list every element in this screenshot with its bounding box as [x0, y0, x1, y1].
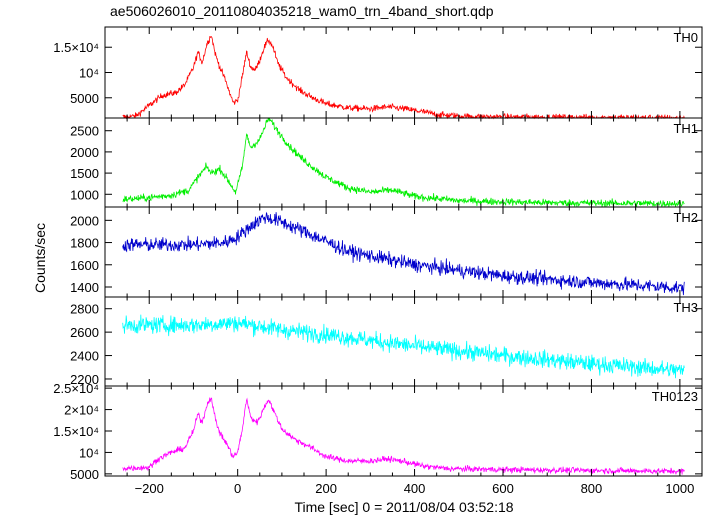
- series-line-th2: [122, 211, 685, 296]
- y-tick-label: 5000: [70, 91, 99, 106]
- x-tick-label: 200: [315, 481, 337, 496]
- series-line-th0: [122, 35, 685, 120]
- panel-th2: 1400 1600 1800 2000 TH2: [70, 206, 703, 298]
- y-tick-label: 2200: [70, 372, 99, 387]
- y-tick-label: 10⁴: [79, 66, 99, 81]
- panel-label: TH0123: [652, 389, 698, 404]
- panel-th0123: 5000 10⁴ 1.5×10⁴ 2×10⁴ 2.5×10⁴ TH0123: [53, 381, 703, 482]
- panel-label: TH3: [673, 300, 698, 315]
- panel-th1: 1000 1500 2000 2500 TH1: [70, 117, 703, 208]
- y-axis-label: Counts/sec: [32, 223, 48, 293]
- y-tick-label: 1600: [70, 258, 99, 273]
- panel-label: TH1: [673, 121, 698, 136]
- y-tick-label: 1400: [70, 280, 99, 295]
- panel-label: TH2: [673, 210, 698, 225]
- x-tick-label: 600: [492, 481, 514, 496]
- chart-title: ae506026010_20110804035218_wam0_trn_4ban…: [110, 3, 494, 19]
- x-axis-label: Time [sec] 0 = 2011/08/04 03:52:18: [294, 499, 513, 515]
- panel-label: TH0: [673, 30, 698, 45]
- x-tick-label: −200: [135, 481, 164, 496]
- y-tick-label: 1800: [70, 236, 99, 251]
- y-tick-label: 1.5×10⁴: [53, 40, 99, 55]
- y-tick-label: 5000: [70, 467, 99, 482]
- series-line-th3: [122, 314, 685, 379]
- panel-frame: [104, 26, 703, 119]
- y-tick-label: 2000: [70, 213, 99, 228]
- series-line-th0123: [122, 397, 685, 475]
- x-tick-label: 1000: [665, 481, 694, 496]
- series-line-th1: [122, 117, 685, 208]
- panel-th0: 5000 10⁴ 1.5×10⁴ TH0: [53, 26, 703, 120]
- y-tick-label: 10⁴: [79, 445, 99, 460]
- y-tick-label: 2000: [70, 145, 99, 160]
- x-tick-label: 800: [581, 481, 603, 496]
- y-tick-label: 2500: [70, 124, 99, 139]
- x-tick-label: 400: [404, 481, 426, 496]
- y-tick-label: 1.5×10⁴: [53, 424, 99, 439]
- y-tick-label: 1000: [70, 187, 99, 202]
- y-tick-label: 2800: [70, 302, 99, 317]
- y-tick-label: 1500: [70, 166, 99, 181]
- y-tick-label: 2600: [70, 325, 99, 340]
- y-tick-label: 2400: [70, 349, 99, 364]
- y-tick-label: 2.5×10⁴: [53, 381, 99, 396]
- panel-th3: 2200 2400 2600 2800 TH3: [70, 296, 703, 387]
- x-tick-label: 0: [234, 481, 241, 496]
- y-tick-label: 2×10⁴: [64, 403, 99, 418]
